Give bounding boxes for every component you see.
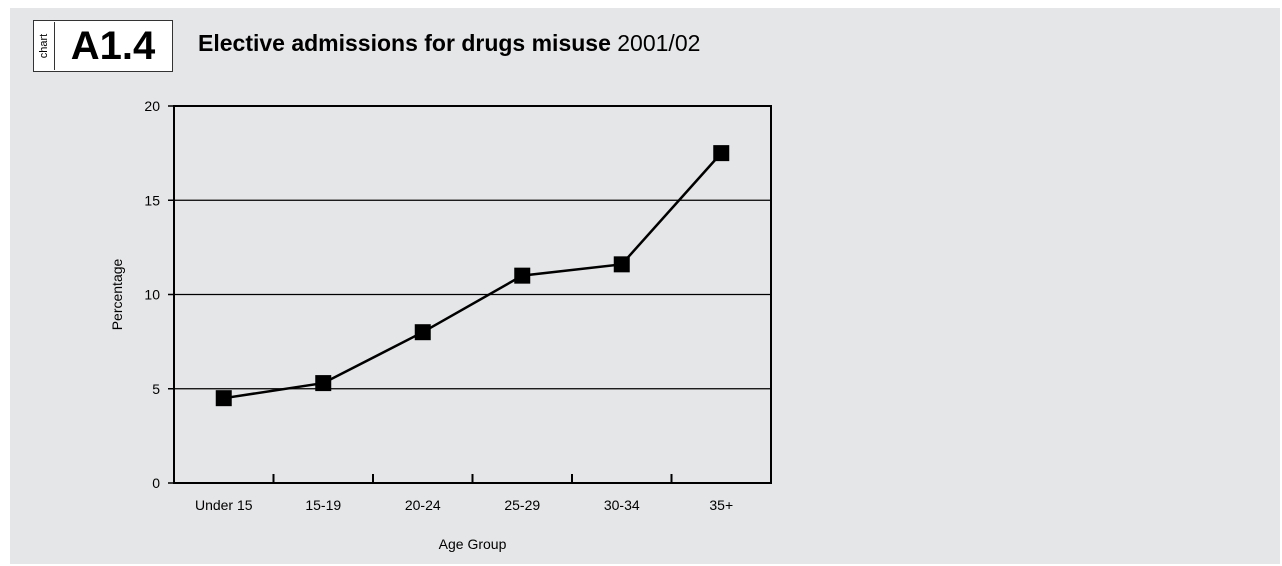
x-tick-label: 30-34: [604, 497, 640, 513]
x-tick-label: 35+: [709, 497, 733, 513]
chart-title-bold: Elective admissions for drugs misuse: [198, 30, 611, 56]
chart-title-year: 2001/02: [617, 30, 701, 56]
data-point: [215, 390, 232, 407]
data-point: [613, 256, 630, 273]
x-tick-label: 15-19: [305, 497, 341, 513]
x-tick-label: Under 15: [195, 497, 253, 513]
data-point: [315, 375, 332, 392]
y-tick-label: 0: [152, 475, 160, 491]
chart-title: Elective admissions for drugs misuse 200…: [198, 30, 700, 57]
chart-badge: chart A1.4: [33, 20, 173, 72]
data-point: [713, 145, 730, 162]
x-tick-label: 20-24: [405, 497, 441, 513]
badge-code: A1.4: [70, 23, 156, 68]
y-tick-label: 15: [144, 192, 160, 208]
data-point: [514, 267, 531, 284]
y-tick-label: 10: [144, 287, 160, 303]
y-tick-label: 5: [152, 381, 160, 397]
data-point: [414, 324, 431, 341]
x-tick-label: 25-29: [504, 497, 540, 513]
chart-panel: [10, 8, 1280, 564]
y-tick-label: 20: [144, 98, 160, 114]
badge-chart-word: chart: [35, 22, 55, 70]
series-line: [223, 152, 723, 400]
x-axis-title: Age Group: [439, 536, 507, 552]
y-axis-title: Percentage: [109, 258, 125, 330]
